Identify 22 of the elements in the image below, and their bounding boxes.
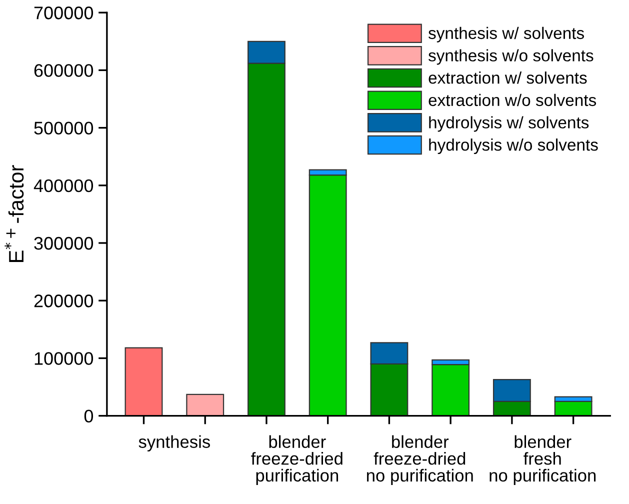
- y-tick-label: 300000: [34, 236, 94, 250]
- y-axis-title: E$^{*+}$-factor: [4, 165, 24, 262]
- x-tick-label: blender freeze-dried no purification: [367, 435, 473, 486]
- legend-label: extraction w/ solvents: [428, 72, 587, 84]
- x-tick-label: synthesis: [138, 435, 210, 452]
- legend-label: extraction w/o solvents: [428, 94, 596, 106]
- legend-label: hydrolysis w/o solvents: [429, 138, 598, 154]
- bar: [432, 364, 470, 416]
- y-tick-label: 500000: [34, 122, 94, 135]
- y-tick-label: 600000: [34, 64, 94, 77]
- bar: [186, 394, 224, 416]
- y-tick-label: 100000: [34, 352, 94, 365]
- y-tick-label: 200000: [34, 294, 94, 308]
- legend-label: synthesis w/o solvents: [428, 49, 594, 65]
- y-tick-label: 400000: [34, 179, 94, 192]
- x-tick-label: blender fresh no purification: [490, 435, 596, 486]
- y-tick-label: 0: [84, 410, 94, 423]
- y-tick-label: 700000: [34, 6, 94, 20]
- legend-label: hydrolysis w/ solvents: [429, 116, 589, 132]
- x-tick-label: blender freeze-dried purification: [251, 435, 342, 486]
- bar: [124, 347, 163, 416]
- legend-label: synthesis w/ solvents: [428, 26, 584, 42]
